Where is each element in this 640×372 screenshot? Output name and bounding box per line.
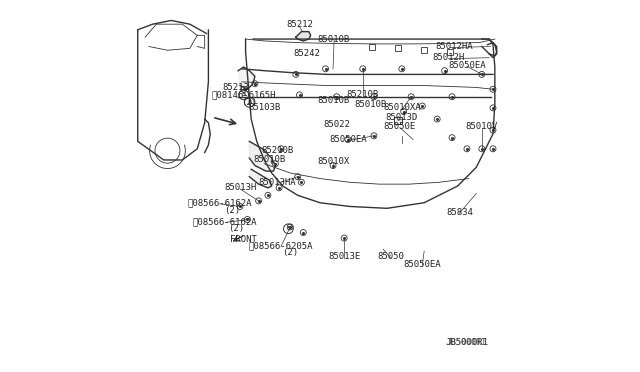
Text: 85213: 85213 (223, 83, 250, 92)
Text: 85010B: 85010B (317, 96, 349, 105)
Polygon shape (238, 67, 255, 89)
Bar (394, 117, 402, 124)
Polygon shape (296, 32, 310, 41)
Text: 85050EA: 85050EA (448, 61, 486, 70)
Text: 85012HA: 85012HA (435, 42, 473, 51)
Text: 5: 5 (286, 226, 291, 231)
Text: 85210B: 85210B (261, 146, 293, 155)
Text: (2): (2) (282, 248, 298, 257)
Text: 85012H: 85012H (432, 53, 465, 62)
Text: 85210B: 85210B (347, 90, 379, 99)
Text: 85013E: 85013E (328, 252, 360, 261)
Text: 85010B: 85010B (354, 100, 387, 109)
Text: 個08566-6162A: 個08566-6162A (188, 198, 252, 207)
Text: 85834: 85834 (446, 208, 473, 217)
Text: 5: 5 (247, 100, 252, 105)
Text: 85050: 85050 (377, 252, 404, 261)
Text: 個08146-6165H: 個08146-6165H (211, 90, 276, 99)
Text: 85242: 85242 (294, 49, 321, 58)
Text: 個08566-6162A: 個08566-6162A (193, 217, 257, 226)
Text: 85013HA: 85013HA (259, 178, 296, 187)
Text: 85050E: 85050E (384, 122, 416, 131)
Text: 85050EA: 85050EA (403, 260, 441, 269)
Text: 85010X: 85010X (317, 157, 349, 166)
Text: 85212: 85212 (286, 20, 313, 29)
Text: 85013D: 85013D (386, 113, 418, 122)
Text: 85010XA: 85010XA (383, 103, 420, 112)
Polygon shape (250, 141, 275, 171)
Text: (2): (2) (225, 206, 241, 215)
Text: 85010B: 85010B (253, 155, 286, 164)
Text: 5: 5 (241, 92, 246, 97)
Text: 85010B: 85010B (317, 35, 349, 44)
Text: 85022: 85022 (323, 120, 350, 129)
Text: 85050EA: 85050EA (329, 135, 367, 144)
Text: (2): (2) (228, 224, 244, 233)
Text: JB5000R1: JB5000R1 (447, 338, 487, 347)
Text: (2): (2) (241, 98, 257, 107)
Text: 85103B: 85103B (248, 103, 280, 112)
Polygon shape (250, 169, 271, 188)
Text: FRONT: FRONT (230, 235, 257, 244)
Text: 85010V: 85010V (466, 122, 498, 131)
Text: 個08566-6205A: 個08566-6205A (249, 241, 313, 250)
Text: JB5000R1: JB5000R1 (445, 338, 488, 347)
Text: 85013H: 85013H (224, 183, 256, 192)
